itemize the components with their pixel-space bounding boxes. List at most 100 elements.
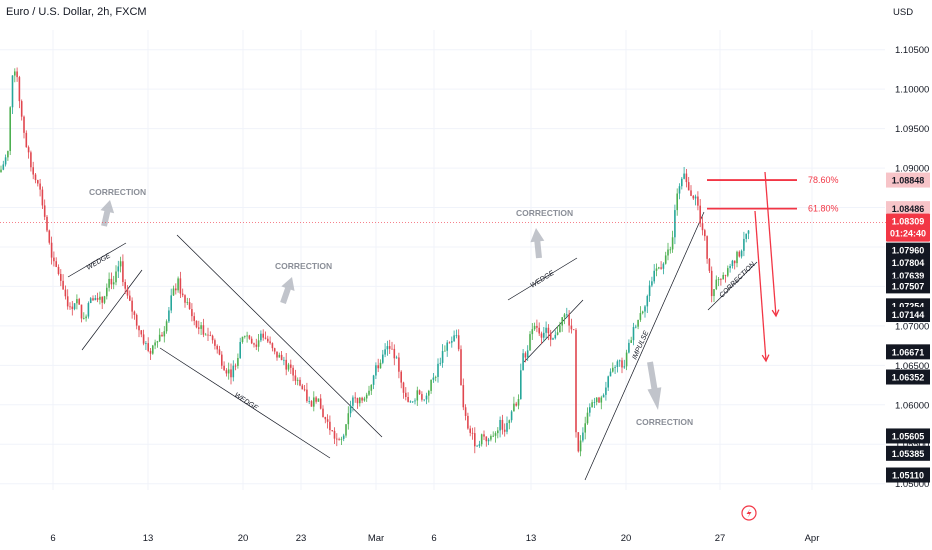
candle-body [526,350,529,358]
candle-body [271,343,274,349]
candle-body [296,379,299,381]
candle-body [738,251,741,257]
candle-body [14,71,16,76]
y-tick-label: 1.10000 [895,85,929,96]
price-badge-label: 1.06671 [892,347,925,357]
candle-body [340,438,343,440]
candle-body [747,230,750,234]
candle-body [60,273,62,281]
candle-body [570,325,573,330]
candle-body [255,344,258,347]
x-tick-label: 13 [526,533,537,544]
candle-body [577,432,580,452]
candle-body [370,384,373,391]
candle-body [25,132,28,148]
candle-body [713,289,715,297]
candle-body [662,263,665,269]
wedge-label: WEDGE [86,252,113,271]
candle-body [736,251,738,264]
candle-body [64,289,67,297]
candle-body [644,306,646,312]
price-badge-bg [886,242,930,258]
impulse-line [584,211,705,481]
price-badge-label: 1.07804 [892,258,925,268]
candle-body [216,345,218,350]
x-tick-label: 20 [238,533,249,544]
candle-body [494,433,497,436]
time-axis[interactable]: 6 13 20 23 Mar 6 13 20 27 Apr [50,533,819,544]
candle-body [186,302,189,303]
candle-body [177,278,179,291]
price-badge-label: 1.07507 [892,281,925,291]
candle-body [540,333,543,338]
price-badge-label: 1.07639 [892,271,925,281]
candle-body [641,311,644,314]
candle-body [531,329,534,335]
candle-body [563,314,566,318]
price-badge-bg [886,428,930,444]
wedge-lower-line [159,347,331,459]
candle-body [356,397,359,404]
candle-body [579,440,582,452]
candle-body [39,183,41,190]
candle-body [674,210,676,238]
candle-body [89,298,92,304]
candle-body [165,321,168,332]
candle-body [375,365,377,376]
candle-body [607,376,609,388]
candle-body [483,434,485,437]
correction-line [707,261,758,311]
price-badge: 1.05605 [886,428,930,444]
candle-body [126,288,129,296]
candle-body [554,334,557,339]
projection-arrow [764,171,780,318]
candle-body [471,432,474,434]
candle-body [37,180,39,184]
price-badge-bg [886,369,930,385]
candle-body [586,412,589,424]
candle-body [209,335,212,337]
candle-body [533,325,536,330]
lightning-icon[interactable] [741,505,757,521]
candle-body [464,407,467,416]
candle-body [568,314,570,326]
candle-body [18,77,21,102]
current-price-bg [886,213,930,242]
price-badge-label: 1.05605 [892,431,925,441]
candle-body [184,295,186,303]
candle-body [237,357,239,366]
candle-body [211,335,214,341]
candle-body [301,385,304,390]
candle-body [731,260,734,267]
candle-body [428,390,430,396]
arrow-shape [647,361,662,410]
candle-body [331,430,333,431]
candle-body [395,357,398,359]
price-badge: 1.05385 [886,445,930,461]
candle-body [163,331,166,337]
candle-body [453,335,455,342]
price-badge-bg [886,344,930,360]
candle-body [363,398,366,401]
candle-body [368,390,370,395]
candle-body [246,335,248,337]
y-tick-label: 1.09000 [895,164,929,175]
candle-body [600,397,603,403]
candle-body [623,366,626,368]
arrow-head [771,309,780,318]
price-badge: 1.07507 [886,278,930,294]
candle-body [179,278,182,294]
price-badge-label: 1.07960 [892,246,925,256]
candle-body [405,392,407,398]
price-badge: 1.06352 [886,369,930,385]
candle-body [131,300,133,312]
candle-body [239,342,241,358]
price-badge: 1.08486 [886,201,930,217]
candle-body [467,415,469,429]
candle-body [646,296,649,307]
candle-body [543,332,545,338]
candle-body [260,333,262,341]
candle-body [181,293,184,296]
candle-body [273,348,276,352]
